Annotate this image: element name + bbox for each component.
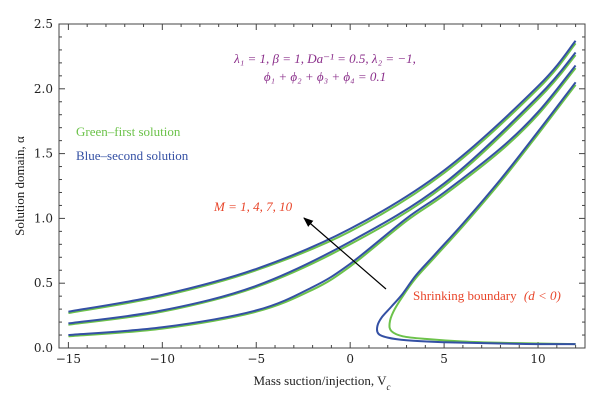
legend-second: Blue–second solution	[76, 148, 189, 163]
plot-frame	[58, 23, 586, 349]
y-tick-label: 0.0	[34, 341, 53, 355]
y-tick-label: 2.5	[34, 17, 53, 31]
y-tick-label: 1.5	[34, 147, 53, 161]
series-second-2	[68, 40, 577, 313]
y-tick-label: 0.5	[34, 276, 53, 290]
params-line-1: λ₁ = 1, β = 1, Da⁻¹ = 0.5, λ₂ = −1,	[233, 51, 416, 66]
y-axis-title: Solution domain, α	[12, 136, 27, 236]
shrinking-text: Shrinking boundary	[413, 288, 517, 303]
y-tick-label: 2.0	[34, 82, 53, 96]
params-line-2: ϕ₁ + ϕ₂ + ϕ₃ + ϕ₄ = 0.1	[264, 69, 386, 84]
series-first-5	[68, 67, 577, 338]
x-axis-title-main: Mass suction/injection, V	[253, 373, 387, 388]
ticks: −15 −10 −5 0 5 10 0.0 0.5 1.0 1.5 2.0 2.5	[34, 17, 585, 366]
y-tick-label: 1.0	[34, 211, 53, 225]
x-tick-label: 10	[530, 352, 545, 366]
x-tick-label: −5	[247, 352, 265, 366]
series-second-6	[68, 64, 577, 336]
series-second-8	[375, 81, 577, 346]
x-tick-label: 0	[346, 352, 354, 366]
x-axis-title-sub: c	[387, 382, 391, 392]
curves	[68, 40, 577, 346]
shrinking-label: Shrinking boundary (d < 0)	[413, 288, 561, 303]
x-axis-title: Mass suction/injection, Vc	[253, 373, 390, 392]
series-first-3	[68, 54, 577, 326]
annotation-arrow	[303, 217, 387, 290]
x-tick-label: −10	[150, 352, 175, 366]
series-first-1	[68, 42, 577, 314]
m-label: M = 1, 4, 7, 10	[213, 199, 293, 214]
legend-first: Green–first solution	[76, 124, 181, 139]
series-second-4	[68, 51, 577, 325]
shrinking-cond: (d < 0)	[524, 288, 561, 303]
x-tick-label: −15	[56, 352, 81, 366]
x-tick-label: 5	[440, 352, 448, 366]
